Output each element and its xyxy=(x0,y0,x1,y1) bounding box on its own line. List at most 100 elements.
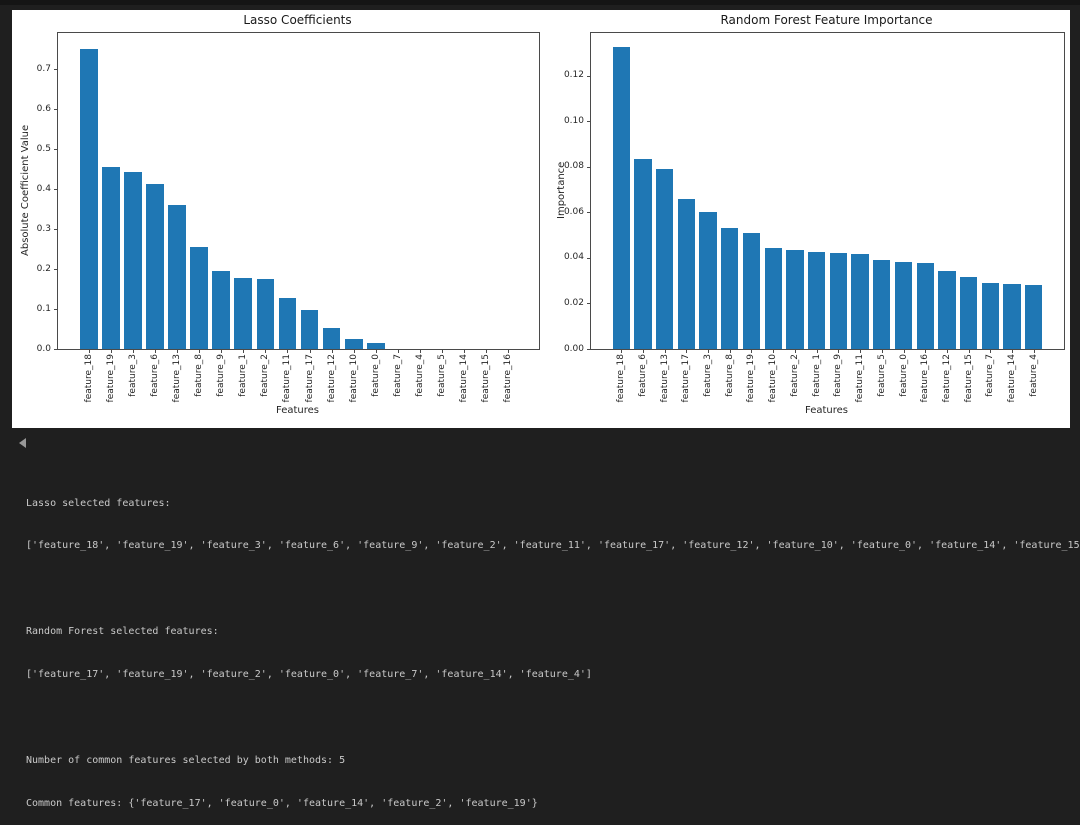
x-tick-mark xyxy=(773,350,775,353)
x-tick-mark xyxy=(1012,350,1014,353)
x-tick-mark xyxy=(375,350,377,353)
bar-feature_3 xyxy=(699,212,717,349)
x-tick-mark xyxy=(221,350,223,353)
bar-feature_19 xyxy=(742,232,761,349)
matplotlib-figure: Lasso Coefficients Absolute Coefficient … xyxy=(12,10,1070,428)
x-tick-mark xyxy=(1033,350,1035,353)
y-tick-label: 0.0 xyxy=(36,343,51,354)
x-tick-label: feature_10 xyxy=(768,354,779,403)
y-tick-mark xyxy=(587,166,590,168)
x-tick-label: feature_17 xyxy=(681,354,692,403)
x-tick-mark xyxy=(88,350,90,353)
x-tick-label: feature_2 xyxy=(789,354,800,397)
bar-feature_0 xyxy=(894,262,913,349)
bar-feature_3 xyxy=(124,171,142,349)
x-tick-label: feature_8 xyxy=(724,354,735,397)
x-tick-label: feature_19 xyxy=(746,354,757,403)
y-tick-label: 0.5 xyxy=(36,143,51,154)
bar-feature_6 xyxy=(146,183,164,349)
x-tick-label: feature_16 xyxy=(920,354,931,403)
x-tick-mark xyxy=(686,350,688,353)
bar-feature_1 xyxy=(234,277,253,349)
x-tick-mark xyxy=(794,350,796,353)
window-chrome-strip xyxy=(0,0,1080,5)
y-tick-mark xyxy=(54,229,57,230)
x-tick-label: feature_9 xyxy=(833,354,844,397)
random-forest-importance-chart: Random Forest Feature Importance Importa… xyxy=(12,10,1070,428)
y-tick-label: 0.08 xyxy=(563,161,584,172)
bar-feature_17 xyxy=(300,309,319,349)
bar-feature_0 xyxy=(366,342,385,349)
x-tick-mark xyxy=(968,350,970,353)
x-tick-mark xyxy=(708,350,710,353)
bar-feature_4 xyxy=(1025,284,1043,349)
x-tick-mark xyxy=(903,350,905,353)
x-tick-label: feature_12 xyxy=(941,354,952,403)
x-tick-mark xyxy=(860,350,862,353)
x-tick-mark xyxy=(729,350,731,353)
x-tick-mark xyxy=(397,350,399,353)
x-tick-label: feature_0 xyxy=(898,354,909,397)
y-tick-label: 0.6 xyxy=(36,103,51,114)
bar-feature_10 xyxy=(344,339,363,349)
console-line: Common features: {'feature_17', 'feature… xyxy=(26,797,538,809)
x-tick-mark xyxy=(265,350,267,353)
bar-feature_7 xyxy=(981,283,1000,349)
y-tick-mark xyxy=(587,75,590,77)
bar-feature_6 xyxy=(634,158,652,349)
y-tick-mark xyxy=(54,149,57,150)
y-tick-label: 0.06 xyxy=(563,206,584,217)
x-tick-mark xyxy=(177,350,179,353)
x-tick-mark xyxy=(816,350,818,353)
bar-feature_12 xyxy=(322,327,341,349)
x-tick-mark xyxy=(838,350,840,353)
console-line: ['feature_17', 'feature_19', 'feature_2'… xyxy=(26,669,592,681)
bar-feature_8 xyxy=(190,246,208,349)
bar-feature_10 xyxy=(764,248,782,349)
y-tick-mark xyxy=(54,69,57,70)
y-tick-mark xyxy=(54,269,57,270)
x-tick-mark xyxy=(154,350,156,353)
plot-area: feature_18 feature_19 feature_3 feature_6 fe… xyxy=(37,32,540,402)
x-tick-mark xyxy=(464,350,466,353)
x-tick-label: feature_15 xyxy=(963,354,974,403)
x-tick-mark xyxy=(419,350,421,353)
x-tick-mark xyxy=(243,350,245,353)
x-axis-label: Features xyxy=(276,405,319,416)
plot-area: feature_18 feature_6 feature_13 feature_17 f… xyxy=(564,32,1065,402)
y-tick-mark xyxy=(587,212,590,214)
y-tick-mark xyxy=(587,257,590,259)
y-tick-label: 0.7 xyxy=(36,63,51,74)
bar-feature_15 xyxy=(959,277,978,349)
y-tick-label: 0.00 xyxy=(563,343,584,354)
bar-feature_17 xyxy=(677,198,695,349)
x-axis-label: Features xyxy=(805,405,848,416)
y-tick-mark xyxy=(54,349,57,350)
x-tick-mark xyxy=(751,350,753,353)
x-tick-mark xyxy=(508,350,510,353)
x-tick-mark xyxy=(486,350,488,353)
console-line: Number of common features selected by bo… xyxy=(26,754,346,766)
bar-feature_13 xyxy=(168,204,186,349)
bar-feature_2 xyxy=(786,250,804,349)
y-tick-mark xyxy=(587,303,590,305)
collapse-left-icon xyxy=(18,438,26,448)
bar-feature_1 xyxy=(807,251,826,349)
x-tick-label: feature_11 xyxy=(855,354,866,403)
bar-feature_13 xyxy=(655,168,674,349)
y-tick-label: 0.3 xyxy=(36,223,51,234)
x-tick-mark xyxy=(664,350,666,353)
x-tick-mark xyxy=(642,350,644,353)
x-tick-label: feature_7 xyxy=(985,354,996,397)
x-tick-mark xyxy=(946,350,948,353)
y-tick-label: 0.02 xyxy=(563,297,584,308)
x-tick-label: feature_5 xyxy=(876,354,887,397)
console-line xyxy=(26,711,1076,725)
y-tick-label: 0.2 xyxy=(36,263,51,274)
output-collapse-button[interactable] xyxy=(13,435,31,451)
chart-title: Random Forest Feature Importance xyxy=(720,13,933,27)
x-tick-label: feature_6 xyxy=(637,354,648,397)
y-tick-mark xyxy=(54,189,57,190)
x-tick-label: feature_14 xyxy=(1007,354,1018,403)
bar-feature_2 xyxy=(256,279,275,349)
